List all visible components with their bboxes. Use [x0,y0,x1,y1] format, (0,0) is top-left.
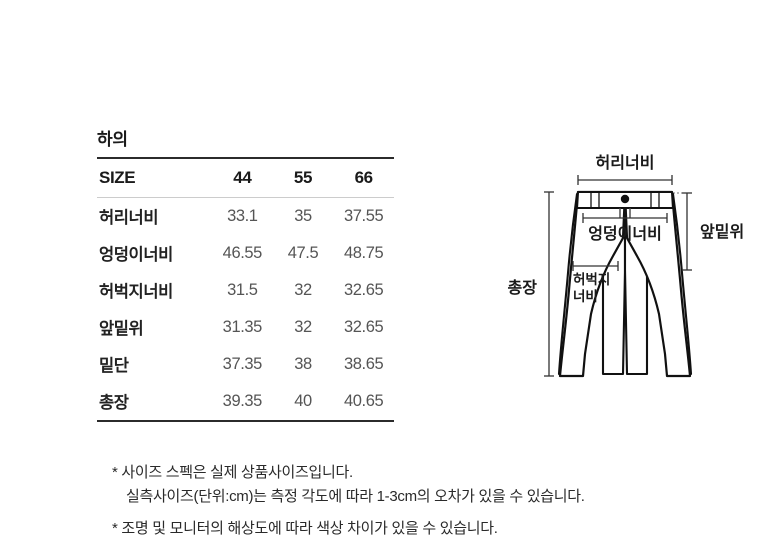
row-label: 총장 [99,394,129,413]
label-total-length: 총장 [508,279,538,297]
row-value-44: 46.55 [222,243,263,262]
row-value-44: 37.35 [222,354,263,373]
row-label: 엉덩이너비 [99,246,173,265]
footer-notes: * 사이즈 스펙은 실제 상품사이즈입니다. 실측사이즈(단위:cm)는 측정 … [112,461,772,541]
row-label: 앞밑위 [99,320,144,339]
row-value-44: 31.35 [222,317,263,336]
note-block-2: * 조명 및 모니터의 해상도에 따라 색상 차이가 있을 수 있습니다. [112,517,772,541]
table-header-55: 55 [293,167,313,187]
table-body: 허리너비 33.1 35 37.55 엉덩이너비 46.55 47.5 48.7… [97,197,394,421]
table-row: 앞밑위 31.35 32 32.65 [97,309,394,346]
total-length-bracket [544,191,554,377]
table-row: 밑단 37.35 38 38.65 [97,346,394,383]
row-value-55: 32 [294,280,312,299]
row-value-66: 40.65 [344,391,384,410]
row-value-55: 40 [294,391,312,410]
row-value-44: 39.35 [222,391,263,410]
table-header-44: 44 [233,167,252,187]
row-value-55: 47.5 [287,243,319,262]
row-value-66: 38.65 [344,354,384,373]
row-value-66: 32.65 [344,317,384,336]
row-value-44: 33.1 [227,206,258,225]
table-header-size: SIZE [99,167,136,187]
table-header-row: SIZE 44 55 66 [97,157,394,198]
row-value-55: 38 [294,354,312,373]
label-hip-width: 엉덩이너비 [588,224,662,243]
pants-right-half [623,190,692,378]
button-icon [620,194,630,204]
label-thigh-width-line1: 허벅지 [573,271,610,287]
belt-loops [590,193,660,207]
label-front-rise: 앞밑위 [700,222,744,241]
table-header-66: 66 [354,167,374,187]
pants-left-half [558,190,627,378]
pants-measurement-diagram: 허리너비 엉덩이너비 허벅지 너비 앞밑위 [505,138,780,418]
note-line-3: * 조명 및 모니터의 해상도에 따라 색상 차이가 있을 수 있습니다. [112,519,498,537]
row-label: 밑단 [99,357,129,376]
size-table: SIZE 44 55 66 허리너비 33.1 35 37.55 엉덩이너비 4… [97,157,394,422]
table-row: 허벅지너비 31.5 32 32.65 [97,272,394,309]
table-row: 엉덩이너비 46.55 47.5 48.75 [97,235,394,272]
table-row: 허리너비 33.1 35 37.55 [97,197,394,235]
row-value-55: 32 [294,317,312,336]
table-row: 총장 39.35 40 40.65 [97,383,394,421]
fly-stitching [619,208,631,218]
row-label: 허리너비 [99,209,159,228]
label-thigh-width-line2: 너비 [573,289,598,304]
row-value-55: 35 [294,206,312,225]
row-value-44: 31.5 [227,280,258,299]
note-block-1: * 사이즈 스펙은 실제 상품사이즈입니다. 실측사이즈(단위:cm)는 측정 … [112,461,772,510]
row-value-66: 48.75 [344,243,384,262]
thigh-width-bracket [572,261,619,271]
front-rise-bracket [682,192,692,271]
pants-figure [558,190,692,378]
note-line-1: * 사이즈 스펙은 실제 상품사이즈입니다. [112,464,353,481]
row-value-66: 32.65 [344,280,384,299]
table-header: SIZE 44 55 66 [97,157,394,198]
size-table-panel: 하의 SIZE 44 55 66 허리너비 33.1 35 37.55 엉덩 [97,130,394,422]
row-value-66: 37.55 [344,206,384,225]
page-title: 하의 [97,130,128,149]
hip-width-bracket [582,213,668,223]
note-spacer [112,510,772,517]
row-label: 허벅지너비 [99,283,173,302]
label-waist-width: 허리너비 [596,154,655,172]
note-line-2: 실측사이즈(단위:cm)는 측정 각도에 따라 1-3cm의 오차가 있을 수 … [126,488,585,506]
waist-width-bracket [577,175,673,185]
pants-diagram-svg: 허리너비 엉덩이너비 허벅지 너비 앞밑위 [508,154,744,378]
